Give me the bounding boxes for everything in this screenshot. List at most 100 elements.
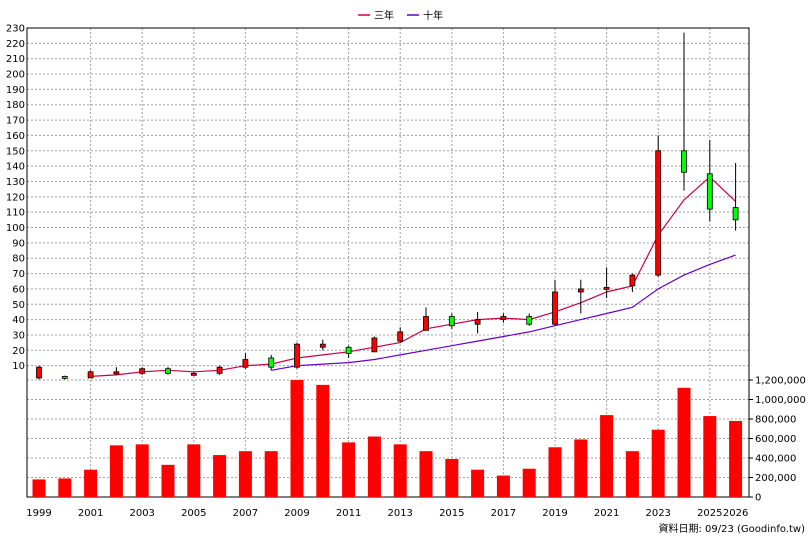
x-tick-label: 2021 <box>594 508 619 519</box>
candle-body <box>190 372 197 376</box>
volume-tick-label: 800,000 <box>755 415 796 426</box>
candle-body <box>732 207 739 221</box>
price-tick-label: 130 <box>6 177 25 188</box>
volume-bar <box>316 384 330 497</box>
candle-body <box>242 359 249 368</box>
volume-bar <box>213 455 227 497</box>
candle-body <box>681 150 687 173</box>
candle-2025 <box>706 140 713 222</box>
candle-2004 <box>165 367 171 375</box>
volume-bar <box>84 469 98 497</box>
candle-2019 <box>552 279 558 326</box>
price-tick-label: 230 <box>6 24 25 35</box>
volume-bar <box>135 444 149 497</box>
candle-2014 <box>423 307 429 331</box>
moving-average-lines <box>90 176 737 377</box>
volume-axis: 0 200,000 400,000 600,000 800,000 1,000,000 1,… <box>749 376 806 504</box>
candle-body <box>526 316 533 325</box>
price-tick-label: 200 <box>6 70 25 81</box>
volume-bar <box>419 451 433 497</box>
candle-2006 <box>216 365 223 375</box>
volume-bar <box>625 451 639 497</box>
grid-lines <box>27 27 749 497</box>
candle-2001 <box>87 370 94 379</box>
candle-body <box>87 371 94 379</box>
candle-body <box>500 316 507 321</box>
candle-1999 <box>36 365 42 380</box>
x-tick-label: 2009 <box>284 508 309 519</box>
candle-body <box>268 357 275 368</box>
candlesticks <box>36 32 739 380</box>
volume-bar <box>161 464 175 497</box>
candle-body <box>655 150 662 276</box>
volume-bar <box>703 416 717 497</box>
price-tick-label: 110 <box>6 208 25 219</box>
candle-2023 <box>655 135 662 277</box>
volume-tick-label: 1,200,000 <box>755 376 806 387</box>
price-tick-label: 10 <box>12 361 25 372</box>
candle-2000 <box>61 375 68 380</box>
candle-2002 <box>113 367 120 375</box>
volume-tick-label: 400,000 <box>755 454 796 465</box>
x-tick-label: 2005 <box>181 508 206 519</box>
volume-bar <box>238 451 252 497</box>
candle-body <box>448 316 455 327</box>
candle-body <box>345 346 352 354</box>
x-tick-label: 2015 <box>439 508 464 519</box>
volume-bar <box>496 475 510 497</box>
volume-bar <box>342 442 356 497</box>
candle-2021 <box>603 267 610 299</box>
candle-body <box>577 288 584 293</box>
candle-2018 <box>526 313 533 326</box>
volume-bar <box>729 420 743 497</box>
candle-2013 <box>397 327 404 343</box>
candle-body <box>319 343 326 348</box>
x-tick-label: 2001 <box>78 508 103 519</box>
volume-bar <box>677 387 691 497</box>
x-tick-label: 2017 <box>491 508 516 519</box>
candle-body <box>139 368 146 374</box>
price-tick-label: 20 <box>12 346 25 357</box>
candle-2022 <box>629 273 636 292</box>
volume-bar <box>58 478 72 497</box>
x-tick-label: 1999 <box>26 508 51 519</box>
volume-bar <box>651 429 665 497</box>
price-tick-label: 220 <box>6 39 25 50</box>
candle-body <box>294 343 300 368</box>
price-tick-label: 190 <box>6 85 25 96</box>
candle-2017 <box>500 313 507 323</box>
x-tick-label: 2007 <box>233 508 258 519</box>
candle-body <box>36 366 42 379</box>
price-tick-label: 70 <box>12 269 25 280</box>
volume-bar <box>264 451 278 497</box>
volume-bar <box>393 444 407 497</box>
candle-body <box>552 291 558 325</box>
legend-label-3yr: 三年 <box>374 9 394 22</box>
candle-2005 <box>190 371 197 376</box>
candle-2015 <box>448 313 455 329</box>
price-tick-label: 160 <box>6 131 25 142</box>
candle-2020 <box>577 279 584 314</box>
x-tick-label: 2023 <box>645 508 670 519</box>
price-tick-label: 150 <box>6 146 25 157</box>
candle-body <box>397 331 404 342</box>
candle-2011 <box>345 345 352 358</box>
volume-bar <box>109 445 123 497</box>
candle-2026 <box>732 163 739 231</box>
x-tick-label: 2026 <box>723 508 748 519</box>
candle-2016 <box>474 311 481 334</box>
price-tick-label: 60 <box>12 284 25 295</box>
volume-tick-label: 200,000 <box>755 473 796 484</box>
volume-bars <box>32 380 743 497</box>
data-date-footer: 資料日期: 09/23 (Goodinfo.tw) <box>658 522 805 535</box>
legend: 三年 十年 <box>358 9 443 22</box>
x-tick-label: 2003 <box>129 508 154 519</box>
volume-bar <box>600 415 614 497</box>
candle-2007 <box>242 353 249 369</box>
candle-body <box>165 368 171 374</box>
candle-body <box>423 316 429 331</box>
price-tick-label: 90 <box>12 238 25 249</box>
volume-bar <box>290 380 304 497</box>
price-tick-label: 210 <box>6 54 25 65</box>
volume-bar <box>445 458 459 497</box>
